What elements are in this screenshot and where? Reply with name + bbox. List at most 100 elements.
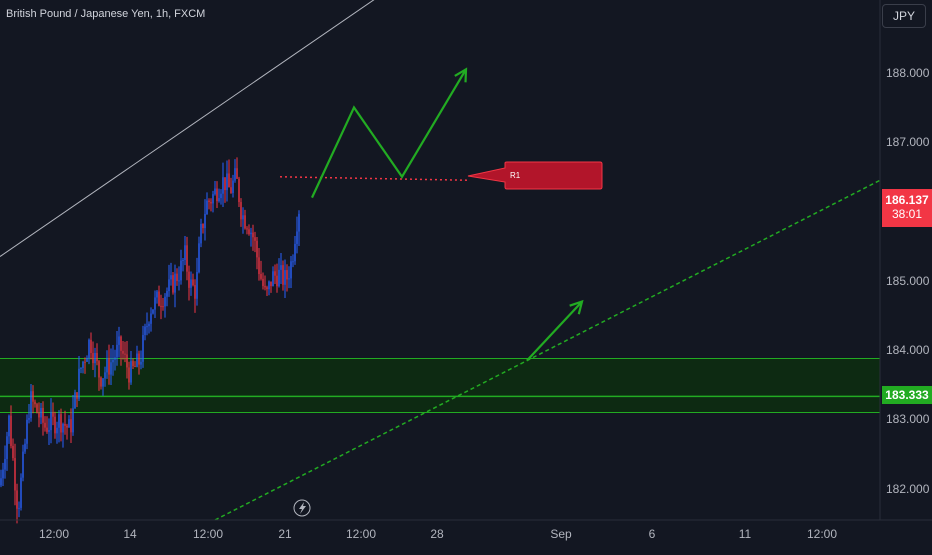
candle-body (290, 261, 292, 279)
candle-body (74, 392, 76, 409)
candle-body (158, 291, 160, 306)
support-zone (0, 358, 880, 413)
currency-button[interactable]: JPY (882, 4, 926, 28)
candle-body (172, 275, 174, 293)
candle-body (184, 245, 186, 261)
dotted-line-2 (279, 176, 471, 182)
candle-body (126, 354, 128, 368)
candle-body (50, 412, 52, 431)
candle-body (254, 237, 256, 241)
candle-body (150, 313, 152, 324)
candle-body (40, 407, 42, 418)
candle-body (146, 326, 148, 328)
candle-body (258, 257, 260, 275)
candle-body (182, 260, 184, 262)
candle-body (82, 361, 84, 368)
symbol-title[interactable]: British Pound / Japanese Yen, 1h, FXCM (6, 8, 206, 20)
candle-body (56, 427, 58, 434)
candle-body (156, 291, 158, 298)
time-tick: 11 (738, 527, 752, 541)
price-tick: 187.000 (886, 135, 930, 150)
r1-callout[interactable] (467, 161, 603, 190)
candle-body (68, 419, 70, 428)
candle-body (170, 275, 172, 280)
candle-body (70, 419, 72, 433)
candle-body (166, 291, 168, 297)
candle-body (46, 427, 48, 432)
candle-body (90, 339, 92, 354)
candle-body (148, 323, 150, 327)
time-tick: 14 (123, 527, 137, 541)
candle-body (176, 273, 178, 282)
candle-body (96, 353, 98, 362)
candle-body (80, 367, 82, 369)
lightning-icon[interactable] (293, 499, 311, 517)
candle-body (252, 232, 254, 238)
candle-body (98, 361, 100, 378)
candle-body (78, 368, 80, 399)
candle-body (154, 297, 156, 310)
candle-body (14, 458, 16, 491)
candle-body (144, 326, 146, 336)
candle-body (280, 265, 282, 270)
candle-body (244, 215, 246, 229)
candle-body (200, 223, 202, 244)
candle-body (38, 412, 40, 418)
time-tick: 12:00 (345, 527, 377, 541)
candle-body (112, 359, 114, 363)
candle-body (42, 407, 44, 423)
candle-body (8, 415, 10, 437)
candle-body (204, 214, 206, 229)
candle-body (246, 228, 248, 230)
price-tick: 183.000 (886, 412, 930, 427)
candle-body (64, 424, 66, 426)
candle-body (2, 469, 4, 479)
time-tick: 12:00 (38, 527, 70, 541)
candle-body (36, 404, 38, 413)
candle-body (240, 202, 242, 220)
time-tick: 12:00 (192, 527, 224, 541)
candle-body (260, 274, 262, 279)
candle-body (138, 353, 140, 365)
candle-body (86, 357, 88, 362)
candle-body (130, 361, 132, 383)
candle-body (94, 353, 96, 364)
candle-body (208, 200, 210, 202)
candle-body (224, 177, 226, 191)
candle-body (32, 391, 34, 402)
candle-body (236, 168, 238, 179)
candle-body (222, 177, 224, 194)
candle-body (238, 178, 240, 203)
candle-body (62, 424, 64, 433)
candle-body (58, 414, 60, 428)
candle-body (88, 339, 90, 358)
price-tick: 182.000 (886, 481, 930, 496)
level-price-tag: 183.333 (882, 386, 932, 404)
candle-body (162, 306, 164, 308)
candle-body (66, 425, 68, 428)
candle-body (266, 287, 268, 290)
candle-body (24, 443, 26, 452)
candle-body (102, 378, 104, 387)
candle-body (250, 232, 252, 235)
candle-body (242, 215, 244, 220)
arrow-head-3 (454, 67, 468, 83)
candle-body (226, 173, 228, 191)
candle-body (294, 243, 296, 262)
candle-body (216, 188, 218, 202)
candle-body (136, 353, 138, 367)
candle-body (214, 188, 216, 195)
candle-body (264, 286, 266, 288)
candle-body (286, 270, 288, 280)
r1-label: R1 (510, 171, 521, 180)
line-0 (0, 0, 375, 257)
candle-body (92, 353, 94, 364)
current-price: 186.137 (885, 193, 929, 207)
candle-body (210, 201, 212, 204)
candle-body (248, 229, 250, 235)
candle-body (180, 260, 182, 281)
candle-body (198, 243, 200, 273)
candle-body (192, 279, 194, 286)
